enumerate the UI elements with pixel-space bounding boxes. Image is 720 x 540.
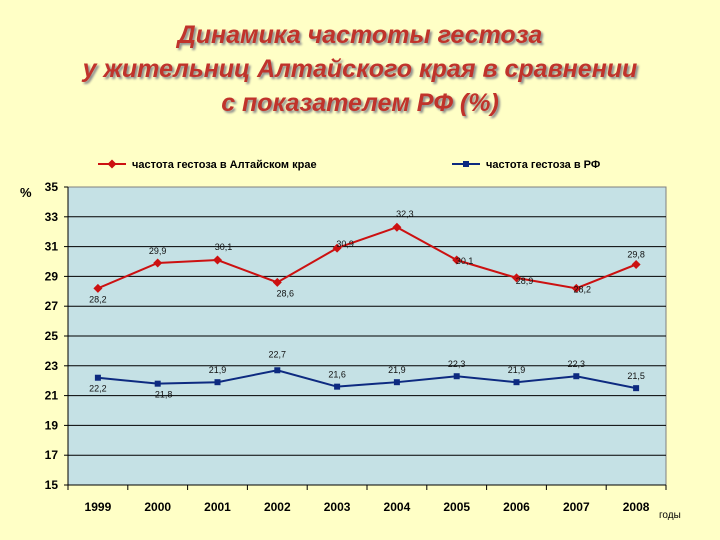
data-label: 28,2 [574, 284, 592, 294]
data-point [453, 373, 460, 380]
y-tick-label: 17 [45, 448, 59, 462]
data-point [272, 277, 282, 287]
title-line-3: с показателем РФ (%) [221, 89, 499, 117]
data-point [332, 243, 342, 253]
y-tick-label: 19 [45, 418, 59, 432]
data-point [571, 283, 581, 293]
data-label: 22,7 [269, 349, 287, 359]
title-line-1: Динамика частоты гестоза [177, 21, 543, 49]
y-tick-label: 35 [45, 180, 59, 194]
series-line-1 [97, 226, 637, 290]
gridlines [68, 216, 666, 456]
chart-title: Динамика частоты гестоза у жительниц Алт… [0, 18, 720, 120]
data-point [334, 383, 341, 390]
x-tick-label: 2006 [503, 500, 530, 514]
data-point [393, 379, 400, 386]
data-label: 21,9 [209, 365, 227, 375]
data-point [213, 255, 222, 265]
data-label: 21,8 [155, 390, 173, 400]
series-layer: 28,2 29,9 30,1 28,6 30,9 32,3 30,1 28,9 28,2 29,8… [89, 209, 645, 399]
data-label: 32,3 [396, 209, 414, 219]
y-tick-label: 27 [45, 299, 59, 313]
data-point [214, 379, 221, 386]
legend: частота гестоза в Алтайском крае частота … [98, 159, 600, 171]
data-point [452, 255, 462, 265]
x-tick-label: 2004 [384, 500, 411, 514]
y-tick-label: 29 [45, 269, 59, 283]
data-point [392, 222, 402, 232]
data-label: 30,9 [336, 239, 354, 249]
data-point [154, 380, 161, 387]
data-label: 21,9 [388, 365, 406, 375]
data-label: 28,6 [277, 288, 295, 298]
data-label: 29,9 [149, 246, 167, 256]
legend-marker-1 [107, 159, 117, 169]
x-tick-label: 1999 [85, 500, 112, 514]
data-label: 29,8 [627, 249, 645, 259]
x-axis-label: годы [659, 510, 681, 521]
y-tick-label: 21 [45, 389, 59, 403]
y-tick-label: 23 [45, 359, 59, 373]
legend-label-1: частота гестоза в Алтайском крае [132, 159, 317, 171]
y-tick-label: 33 [45, 210, 59, 224]
data-label: 28,2 [89, 294, 107, 304]
x-tick-label: 2008 [623, 500, 650, 514]
data-label: 30,1 [456, 256, 474, 266]
data-label: 22,3 [568, 359, 586, 369]
title-line-2: у жительниц Алтайского края в сравнении [82, 55, 638, 83]
x-tick-label: 2003 [324, 500, 351, 514]
x-tick-label: 2000 [144, 500, 171, 514]
data-point [573, 373, 580, 380]
x-tick-label: 2001 [204, 500, 231, 514]
data-point [513, 379, 520, 386]
legend-marker-2 [463, 161, 469, 167]
data-point [93, 283, 103, 293]
y-axis-label: % [20, 185, 32, 200]
data-point [153, 258, 163, 268]
data-label: 21,5 [627, 371, 645, 381]
x-tick-label: 2007 [563, 500, 590, 514]
legend-label-2: частота гестоза в РФ [486, 159, 600, 171]
data-label: 28,9 [516, 276, 534, 286]
y-tick-label: 25 [45, 329, 59, 343]
x-tick-label: 2002 [264, 500, 291, 514]
data-point [633, 385, 640, 392]
x-tick-label: 2005 [443, 500, 470, 514]
y-tick-label: 31 [45, 240, 59, 254]
data-label: 30,1 [215, 242, 233, 252]
data-label: 21,6 [328, 370, 346, 380]
data-point [274, 367, 281, 374]
series-line-2 [97, 369, 637, 390]
y-axis: 15 17 19 21 23 25 27 29 31 33 35 [45, 180, 69, 492]
data-label: 21,9 [508, 365, 526, 375]
y-tick-label: 15 [45, 478, 59, 492]
data-label: 22,2 [89, 384, 107, 394]
data-point [631, 259, 641, 269]
data-label: 22,3 [448, 359, 466, 369]
data-point [94, 374, 101, 381]
x-axis: 1999 2000 2001 2002 2003 2004 2005 2006 2007 2008 [67, 484, 667, 514]
data-point [512, 273, 521, 283]
